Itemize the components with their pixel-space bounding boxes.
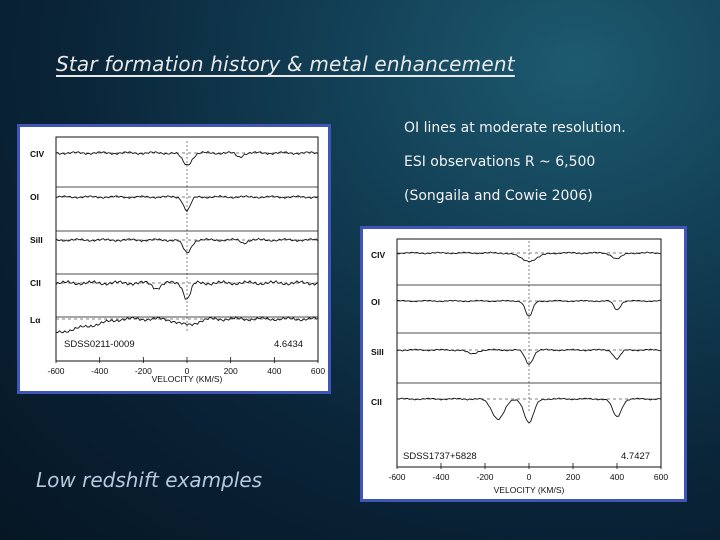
ion-label-oi: OI bbox=[30, 192, 39, 202]
note-line-1: OI lines at moderate resolution. bbox=[404, 120, 626, 136]
ion-label-civ: CIV bbox=[371, 250, 386, 260]
spectrum-trace bbox=[55, 195, 319, 213]
spectrum-figure-1: CIV OI SiII CII Lα SDSS0211-0009 4.6434 … bbox=[17, 124, 331, 394]
x-tick-label: -600 bbox=[388, 472, 405, 482]
x-tick-label: -200 bbox=[135, 366, 152, 376]
x-tick-label: 400 bbox=[267, 366, 281, 376]
ion-label-civ: CIV bbox=[30, 149, 45, 159]
spectrum-trace bbox=[396, 348, 662, 366]
spectrum-trace bbox=[55, 237, 319, 254]
x-axis-label: VELOCITY (KM/S) bbox=[494, 485, 565, 495]
redshift-value: 4.7427 bbox=[621, 451, 650, 462]
x-tick-label: -600 bbox=[47, 366, 64, 376]
ion-label-siii: SiII bbox=[30, 235, 43, 245]
x-axis-label: VELOCITY (KM/S) bbox=[152, 374, 223, 384]
spectrum-plot-1: CIV OI SiII CII Lα SDSS0211-0009 4.6434 … bbox=[30, 136, 325, 384]
ion-label-siii: SiII bbox=[371, 347, 384, 357]
x-tick-label: -200 bbox=[476, 472, 493, 482]
spectrum-figure-2: CIV OI SiII CII SDSS1737+5828 4.7427 -60… bbox=[360, 226, 687, 502]
x-tick-label: 0 bbox=[527, 472, 532, 482]
x-tick-label: 600 bbox=[311, 366, 325, 376]
ion-label-cii: CII bbox=[30, 278, 41, 288]
object-name: SDSS0211-0009 bbox=[64, 339, 135, 350]
x-tick-label: 600 bbox=[654, 472, 668, 482]
note-line-3: (Songaila and Cowie 2006) bbox=[404, 188, 593, 204]
x-tick-label: 200 bbox=[224, 366, 238, 376]
spectrum-trace bbox=[55, 150, 319, 166]
slide-caption: Low redshift examples bbox=[36, 468, 263, 492]
note-line-2: ESI observations R ~ 6,500 bbox=[404, 154, 596, 170]
slide-title: Star formation history & metal enhanceme… bbox=[56, 52, 515, 76]
x-tick-label: 0 bbox=[185, 366, 190, 376]
spectrum-plot-2: CIV OI SiII CII SDSS1737+5828 4.7427 -60… bbox=[371, 238, 668, 495]
object-name: SDSS1737+5828 bbox=[403, 451, 477, 462]
x-tick-label: -400 bbox=[432, 472, 449, 482]
ion-label-oi: OI bbox=[371, 297, 380, 307]
spectrum-trace bbox=[396, 397, 662, 424]
redshift-value: 4.6434 bbox=[274, 339, 303, 350]
x-tick-label: 200 bbox=[566, 472, 580, 482]
ion-label-lya: Lα bbox=[30, 315, 41, 325]
ion-label-cii: CII bbox=[371, 397, 382, 407]
x-tick-label: 400 bbox=[610, 472, 624, 482]
x-tick-label: -400 bbox=[91, 366, 108, 376]
spectrum-trace bbox=[396, 299, 662, 317]
